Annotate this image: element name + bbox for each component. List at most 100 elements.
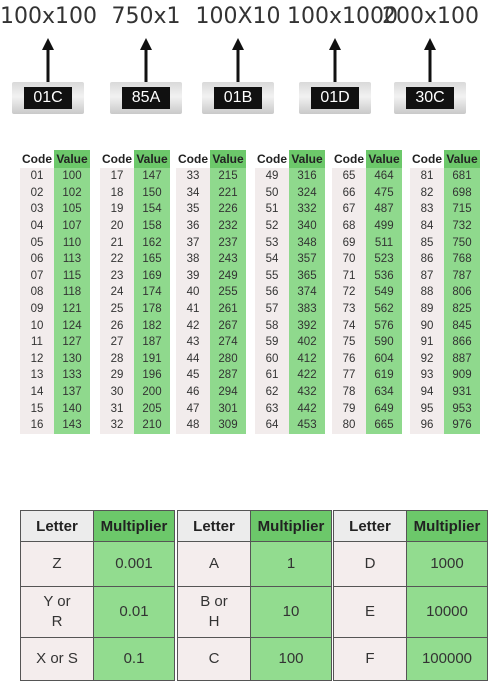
table-row: 80 665	[332, 417, 402, 434]
code-cell: 20	[100, 218, 134, 235]
letter-cell: E	[334, 587, 407, 638]
multiplier-cell: 0.001	[94, 542, 175, 587]
letter-header: Letter	[178, 511, 251, 542]
table-row: 01 100	[20, 168, 90, 185]
value-cell: 178	[134, 301, 170, 318]
multiplier-cell: 100	[251, 638, 332, 681]
table-row: 89 825	[410, 301, 480, 318]
code-cell: 44	[176, 351, 210, 368]
resistor-code-label: 01D	[311, 87, 359, 109]
code-cell: 09	[20, 301, 54, 318]
value-cell: 165	[134, 251, 170, 268]
code-value-table: Code Value 17 147 18 150 19 154 20 158 21 162 22 165 2…	[100, 150, 170, 434]
code-cell: 06	[20, 251, 54, 268]
value-cell: 221	[210, 185, 246, 202]
code-cell: 55	[255, 268, 289, 285]
table-row: 17 147	[100, 168, 170, 185]
code-cell: 67	[332, 201, 366, 218]
code-cell: 66	[332, 185, 366, 202]
code-cell: 53	[255, 234, 289, 251]
code-cell: 54	[255, 251, 289, 268]
multiplier-header: Multiplier	[251, 511, 332, 542]
code-cell: 81	[410, 168, 444, 185]
table-row: 64 453	[255, 417, 325, 434]
value-cell: 590	[366, 334, 402, 351]
code-cell: 63	[255, 400, 289, 417]
table-header-row: Code Value	[410, 150, 480, 168]
value-cell: 147	[134, 168, 170, 185]
multiplier-cell: 100000	[407, 638, 488, 681]
resistor-caption: 100x1000	[287, 4, 383, 29]
value-cell: 261	[210, 301, 246, 318]
table-row: 61 422	[255, 367, 325, 384]
code-cell: 03	[20, 201, 54, 218]
code-cell: 90	[410, 317, 444, 334]
table-row: 35 226	[176, 201, 246, 218]
code-cell: 45	[176, 367, 210, 384]
value-cell: 953	[444, 400, 480, 417]
value-cell: 732	[444, 218, 480, 235]
table-header-row: Code Value	[332, 150, 402, 168]
code-cell: 30	[100, 384, 134, 401]
code-header: Code	[20, 150, 54, 168]
code-cell: 84	[410, 218, 444, 235]
value-cell: 432	[289, 384, 325, 401]
value-cell: 274	[210, 334, 246, 351]
table-row: 76 604	[332, 351, 402, 368]
table-header-row: Code Value	[100, 150, 170, 168]
value-cell: 158	[134, 218, 170, 235]
table-row: Y or R 0.01	[21, 587, 175, 638]
value-cell: 681	[444, 168, 480, 185]
value-cell: 187	[134, 334, 170, 351]
value-cell: 182	[134, 317, 170, 334]
code-cell: 16	[20, 417, 54, 434]
value-cell: 174	[134, 284, 170, 301]
code-cell: 18	[100, 185, 134, 202]
table-row: 51 332	[255, 201, 325, 218]
value-cell: 374	[289, 284, 325, 301]
value-cell: 464	[366, 168, 402, 185]
code-cell: 01	[20, 168, 54, 185]
value-cell: 549	[366, 284, 402, 301]
code-header: Code	[332, 150, 366, 168]
table-row: A1	[178, 542, 332, 587]
code-cell: 94	[410, 384, 444, 401]
table-row: 43 274	[176, 334, 246, 351]
letter-cell: X or S	[21, 638, 94, 681]
code-cell: 29	[100, 367, 134, 384]
value-cell: 107	[54, 218, 90, 235]
code-cell: 74	[332, 317, 366, 334]
resistor-item: 100x1000 01D	[287, 0, 383, 125]
table-row: 69 511	[332, 234, 402, 251]
multiplier-cell: 10	[251, 587, 332, 638]
code-cell: 26	[100, 317, 134, 334]
table-row: 39 249	[176, 268, 246, 285]
code-cell: 50	[255, 185, 289, 202]
code-cell: 17	[100, 168, 134, 185]
code-cell: 65	[332, 168, 366, 185]
table-row: 54 357	[255, 251, 325, 268]
code-cell: 42	[176, 317, 210, 334]
code-cell: 95	[410, 400, 444, 417]
letter-cell: F	[334, 638, 407, 681]
value-header: Value	[54, 150, 90, 168]
table-row: 03 105	[20, 201, 90, 218]
code-cell: 38	[176, 251, 210, 268]
table-row: 63 442	[255, 400, 325, 417]
letter-cell: Z	[21, 542, 94, 587]
code-cell: 91	[410, 334, 444, 351]
value-cell: 604	[366, 351, 402, 368]
value-cell: 232	[210, 218, 246, 235]
code-header: Code	[410, 150, 444, 168]
table-header-row: Code Value	[20, 150, 90, 168]
value-cell: 499	[366, 218, 402, 235]
code-cell: 69	[332, 234, 366, 251]
value-cell: 287	[210, 367, 246, 384]
table-row: 13 133	[20, 367, 90, 384]
code-cell: 14	[20, 384, 54, 401]
table-row: 52 340	[255, 218, 325, 235]
table-row: 34 221	[176, 185, 246, 202]
value-cell: 267	[210, 317, 246, 334]
value-cell: 340	[289, 218, 325, 235]
table-row: 12 130	[20, 351, 90, 368]
